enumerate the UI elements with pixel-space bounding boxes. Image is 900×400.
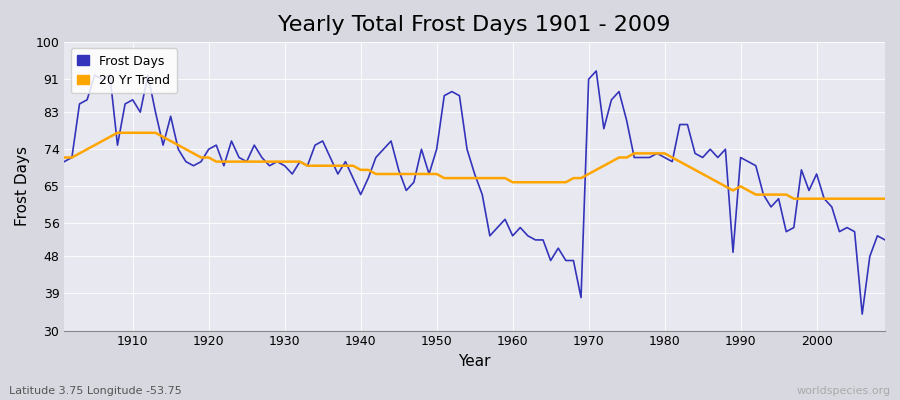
Text: worldspecies.org: worldspecies.org [796, 386, 891, 396]
Legend: Frost Days, 20 Yr Trend: Frost Days, 20 Yr Trend [70, 48, 176, 93]
Text: Latitude 3.75 Longitude -53.75: Latitude 3.75 Longitude -53.75 [9, 386, 182, 396]
Title: Yearly Total Frost Days 1901 - 2009: Yearly Total Frost Days 1901 - 2009 [278, 15, 670, 35]
Y-axis label: Frost Days: Frost Days [15, 146, 30, 226]
X-axis label: Year: Year [458, 354, 491, 369]
